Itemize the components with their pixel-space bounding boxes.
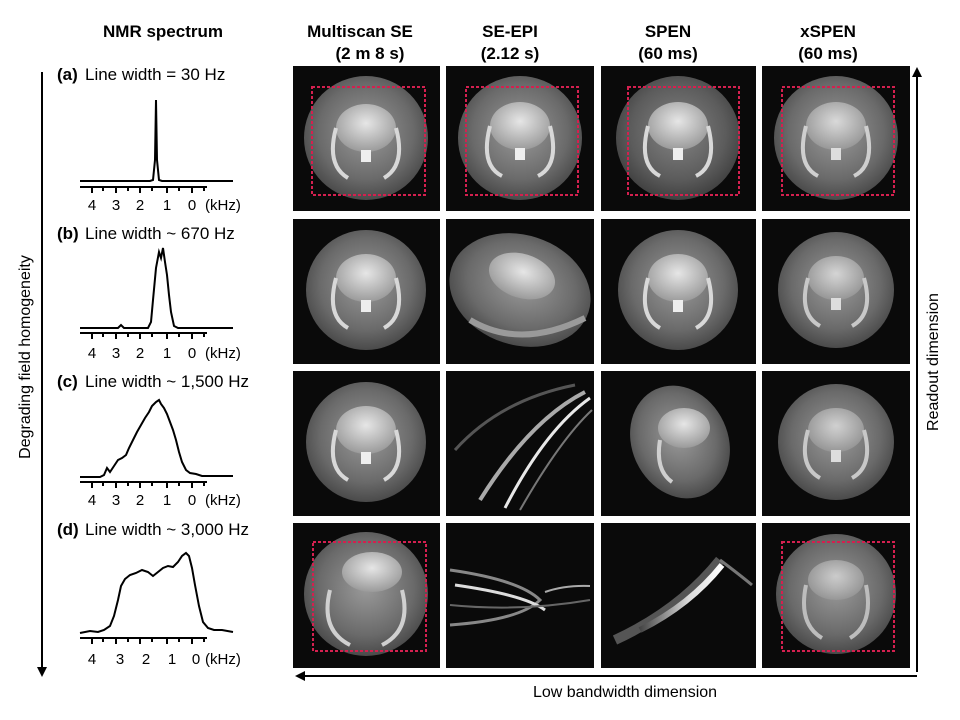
spectrum-d: 4 3 2 1 0 (kHz)	[79, 551, 241, 668]
tick-label: 1	[168, 651, 176, 668]
spectrum-ticks	[91, 482, 205, 488]
roi-box	[627, 86, 740, 196]
mri-panel-c-xspen	[762, 371, 910, 516]
column-header-line2: (60 ms)	[798, 44, 858, 63]
tick-label: 2	[142, 651, 150, 668]
tick-label: 1	[163, 345, 171, 362]
spectrum-c: 4 3 2 1 0 (kHz)	[80, 398, 241, 509]
mri-panel-d-spen	[601, 523, 756, 668]
spectrum-trace	[80, 398, 233, 478]
tick-label: 0	[188, 492, 196, 509]
tick-label: 4	[88, 492, 96, 509]
spectrum-trace	[80, 247, 233, 329]
mri-panel-c-spen	[601, 371, 756, 516]
tick-label: 3	[112, 345, 120, 362]
nmr-spectrum-title: NMR spectrum	[103, 22, 223, 41]
spectrum-b: 4 3 2 1 0 (kHz)	[80, 247, 241, 362]
mri-panel-d-xspen	[762, 523, 910, 668]
tick-label: 3	[116, 651, 124, 668]
row-label-c: (c) Line width ~ 1,500 Hz	[57, 372, 249, 391]
tick-label: 0	[192, 651, 200, 668]
spectrum-trace	[79, 551, 234, 634]
row-tag: (b)	[57, 224, 79, 243]
spectrum-trace	[80, 99, 233, 182]
column-header-line1: SPEN	[645, 22, 691, 41]
tick-label: 1	[163, 492, 171, 509]
tick-label: 4	[88, 345, 96, 362]
row-line-width: Line width = 30 Hz	[85, 65, 225, 84]
row-line-width: Line width ~ 670 Hz	[85, 224, 235, 243]
unit-label: (kHz)	[205, 197, 241, 214]
tick-label: 2	[136, 197, 144, 214]
tick-label: 4	[88, 197, 96, 214]
roi-box	[781, 541, 895, 652]
spectrum-ticks	[91, 333, 205, 339]
column-header-line2: (60 ms)	[638, 44, 698, 63]
roi-box	[781, 86, 895, 196]
unit-label: (kHz)	[205, 492, 241, 509]
spectrum-ticks	[91, 187, 205, 193]
column-header-line2: (2.12 s)	[481, 44, 540, 63]
tick-label: 3	[112, 492, 120, 509]
column-header-multiscan-se: Multiscan SE (2 m 8 s)	[307, 22, 413, 63]
column-header-line2: (2 m 8 s)	[336, 44, 405, 63]
column-header-line1: Multiscan SE	[307, 22, 413, 41]
column-header-line1: SE-EPI	[482, 22, 538, 41]
row-tag: (a)	[57, 65, 78, 84]
tick-label: 0	[188, 345, 196, 362]
tick-label: 2	[136, 345, 144, 362]
right-axis-label: Readout dimension	[925, 293, 942, 431]
tick-label: 3	[112, 197, 120, 214]
mri-panel-c-se-epi	[446, 371, 594, 516]
column-header-se-epi: SE-EPI (2.12 s)	[481, 22, 540, 63]
mri-panel-b-multiscan-se	[293, 219, 440, 364]
tick-label: 0	[188, 197, 196, 214]
spectrum-a: 4 3 2 1 0 (kHz)	[80, 99, 241, 214]
mri-panel-c-multiscan-se	[293, 371, 440, 516]
mri-panel-b-spen	[601, 219, 756, 364]
column-header-spen: SPEN (60 ms)	[638, 22, 698, 63]
mri-panel-b-xspen	[762, 219, 910, 364]
unit-label: (kHz)	[205, 345, 241, 362]
mri-panel-a-multiscan-se	[293, 66, 440, 211]
roi-box	[311, 86, 426, 196]
mri-panel-d-multiscan-se	[293, 523, 440, 668]
row-tag: (d)	[57, 520, 79, 539]
column-header-line1: xSPEN	[800, 22, 856, 41]
unit-label: (kHz)	[205, 651, 241, 668]
spectrum-ticks	[91, 638, 205, 644]
roi-box	[312, 541, 427, 652]
mri-panel-a-se-epi	[446, 66, 594, 211]
tick-label: 1	[163, 197, 171, 214]
mri-panel-b-se-epi	[446, 219, 594, 364]
bottom-axis-label: Low bandwidth dimension	[533, 684, 717, 701]
tick-label: 2	[136, 492, 144, 509]
row-line-width: Line width ~ 3,000 Hz	[85, 520, 249, 539]
mri-panel-a-xspen	[762, 66, 910, 211]
column-header-xspen: xSPEN (60 ms)	[798, 22, 858, 63]
mri-panel-d-se-epi	[446, 523, 594, 668]
row-label-d: (d) Line width ~ 3,000 Hz	[57, 520, 249, 539]
row-line-width: Line width ~ 1,500 Hz	[85, 372, 249, 391]
row-label-b: (b) Line width ~ 670 Hz	[57, 224, 235, 243]
row-label-a: (a) Line width = 30 Hz	[57, 65, 225, 84]
left-axis-label: Degrading field homogeneity	[17, 255, 34, 459]
row-tag: (c)	[57, 372, 78, 391]
mri-panel-a-spen	[601, 66, 756, 211]
tick-label: 4	[88, 651, 96, 668]
roi-box	[465, 86, 579, 196]
